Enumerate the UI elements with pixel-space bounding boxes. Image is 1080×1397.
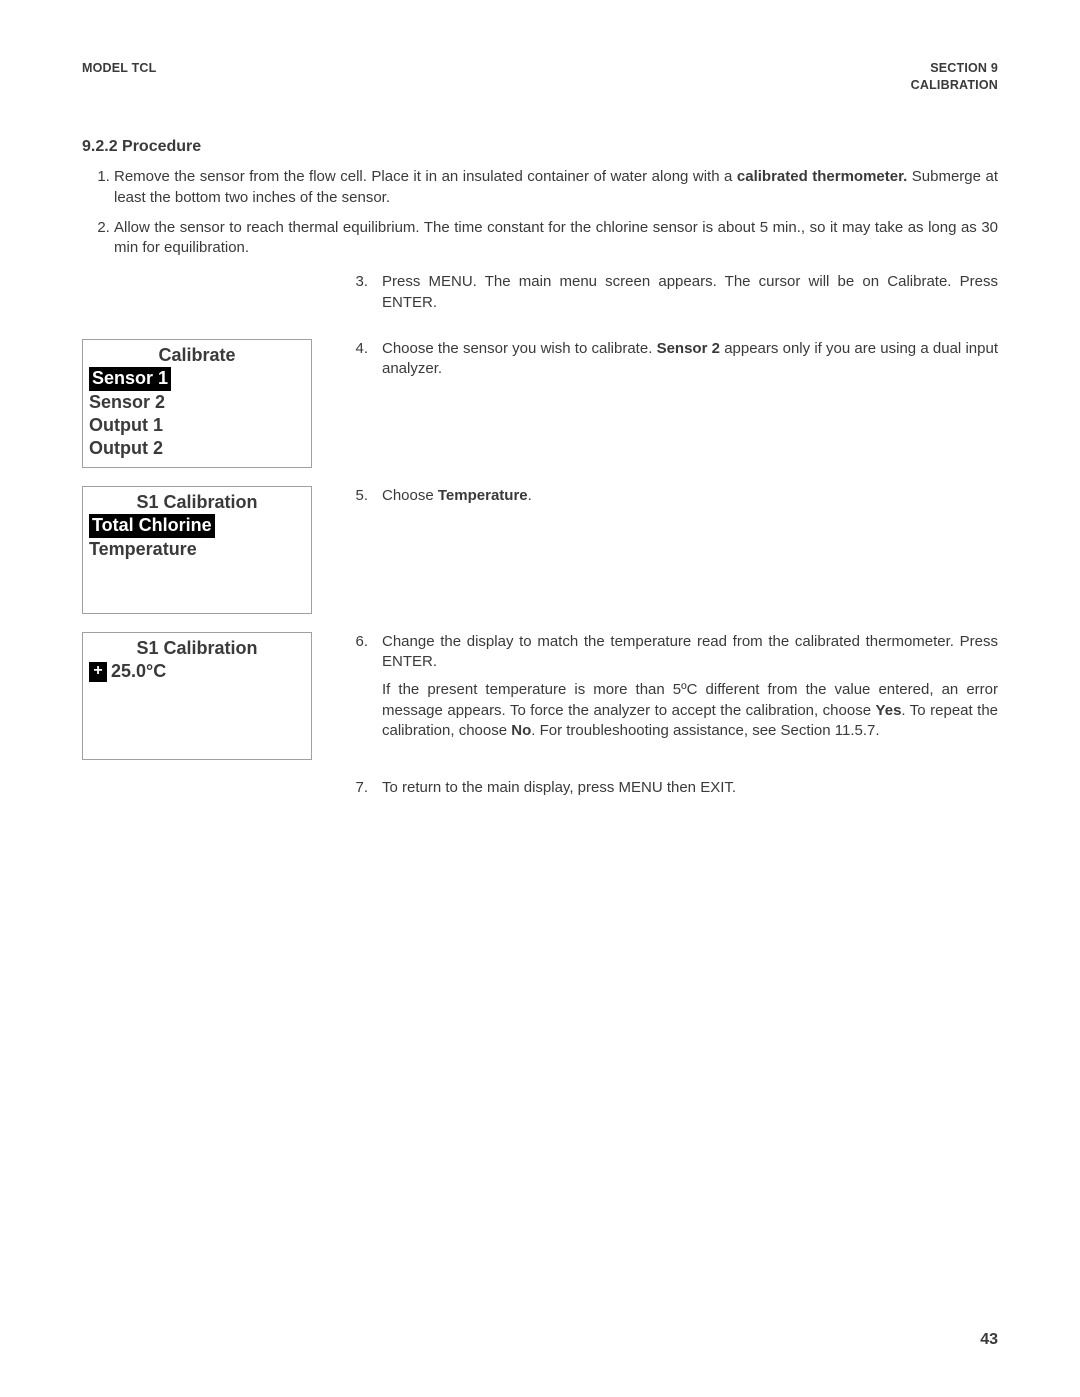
- step-number: 6.: [348, 632, 368, 673]
- procedure-rows: 3. Press MENU. The main menu screen appea…: [82, 272, 998, 806]
- display-panel-line: Output 1: [89, 414, 305, 437]
- procedure-step: 3. Press MENU. The main menu screen appea…: [348, 272, 998, 313]
- display-panel: S1 CalibrationTotal ChlorineTemperature: [82, 486, 312, 614]
- page-header: MODEL TCL SECTION 9 CALIBRATION: [82, 60, 998, 94]
- display-panel-title: Calibrate: [89, 344, 305, 367]
- header-left: MODEL TCL: [82, 60, 156, 94]
- procedure-row: 7. To return to the main display, press M…: [82, 778, 998, 806]
- intro-step: Remove the sensor from the flow cell. Pl…: [114, 167, 998, 208]
- step-number: 3.: [348, 272, 368, 313]
- display-panel-line: Sensor 1: [89, 367, 305, 390]
- display-panel-line: Total Chlorine: [89, 514, 305, 537]
- procedure-step: If the present temperature is more than …: [348, 680, 998, 741]
- procedure-step: 7. To return to the main display, press M…: [348, 778, 998, 798]
- procedure-step: 4. Choose the sensor you wish to calibrat…: [348, 339, 998, 380]
- display-panel-value-line: +25.0°C: [89, 660, 305, 683]
- intro-step: Allow the sensor to reach thermal equili…: [114, 218, 998, 259]
- procedure-row: S1 Calibration+25.0°C 6. Change the displa…: [82, 632, 998, 760]
- step-number: 7.: [348, 778, 368, 798]
- step-text: Choose Temperature.: [382, 486, 998, 506]
- display-panel: S1 Calibration+25.0°C: [82, 632, 312, 760]
- display-panel-title: S1 Calibration: [89, 491, 305, 514]
- display-panel-line: Output 2: [89, 437, 305, 460]
- step-column: 7. To return to the main display, press M…: [348, 778, 998, 806]
- step-text: Press MENU. The main menu screen appears…: [382, 272, 998, 313]
- procedure-row: 3. Press MENU. The main menu screen appea…: [82, 272, 998, 321]
- step-column: 6. Change the display to match the temper…: [348, 632, 998, 749]
- step-text: If the present temperature is more than …: [382, 680, 998, 741]
- page: MODEL TCL SECTION 9 CALIBRATION 9.2.2 Pr…: [0, 0, 1080, 1397]
- display-panel: CalibrateSensor 1Sensor 2Output 1Output …: [82, 339, 312, 468]
- header-right-line1: SECTION 9: [911, 60, 998, 77]
- step-text: Change the display to match the temperat…: [382, 632, 998, 673]
- plus-icon: +: [89, 662, 107, 682]
- procedure-row: CalibrateSensor 1Sensor 2Output 1Output …: [82, 339, 998, 468]
- procedure-step: 6. Change the display to match the temper…: [348, 632, 998, 673]
- step-column: 3. Press MENU. The main menu screen appea…: [348, 272, 998, 321]
- step-text: Choose the sensor you wish to calibrate.…: [382, 339, 998, 380]
- step-number: [348, 680, 368, 741]
- display-panel-line: Sensor 2: [89, 391, 305, 414]
- display-panel-line: Temperature: [89, 538, 305, 561]
- procedure-row: S1 CalibrationTotal ChlorineTemperature 5…: [82, 486, 998, 614]
- section-title: 9.2.2 Procedure: [82, 136, 998, 158]
- step-column: 5. Choose Temperature.: [348, 486, 998, 514]
- step-number: 5.: [348, 486, 368, 506]
- step-column: 4. Choose the sensor you wish to calibrat…: [348, 339, 998, 388]
- header-right: SECTION 9 CALIBRATION: [911, 60, 998, 94]
- display-panel-title: S1 Calibration: [89, 637, 305, 660]
- header-right-line2: CALIBRATION: [911, 77, 998, 94]
- page-number: 43: [980, 1329, 998, 1351]
- step-number: 4.: [348, 339, 368, 380]
- step-text: To return to the main display, press MEN…: [382, 778, 998, 798]
- intro-step-list: Remove the sensor from the flow cell. Pl…: [82, 167, 998, 258]
- procedure-step: 5. Choose Temperature.: [348, 486, 998, 506]
